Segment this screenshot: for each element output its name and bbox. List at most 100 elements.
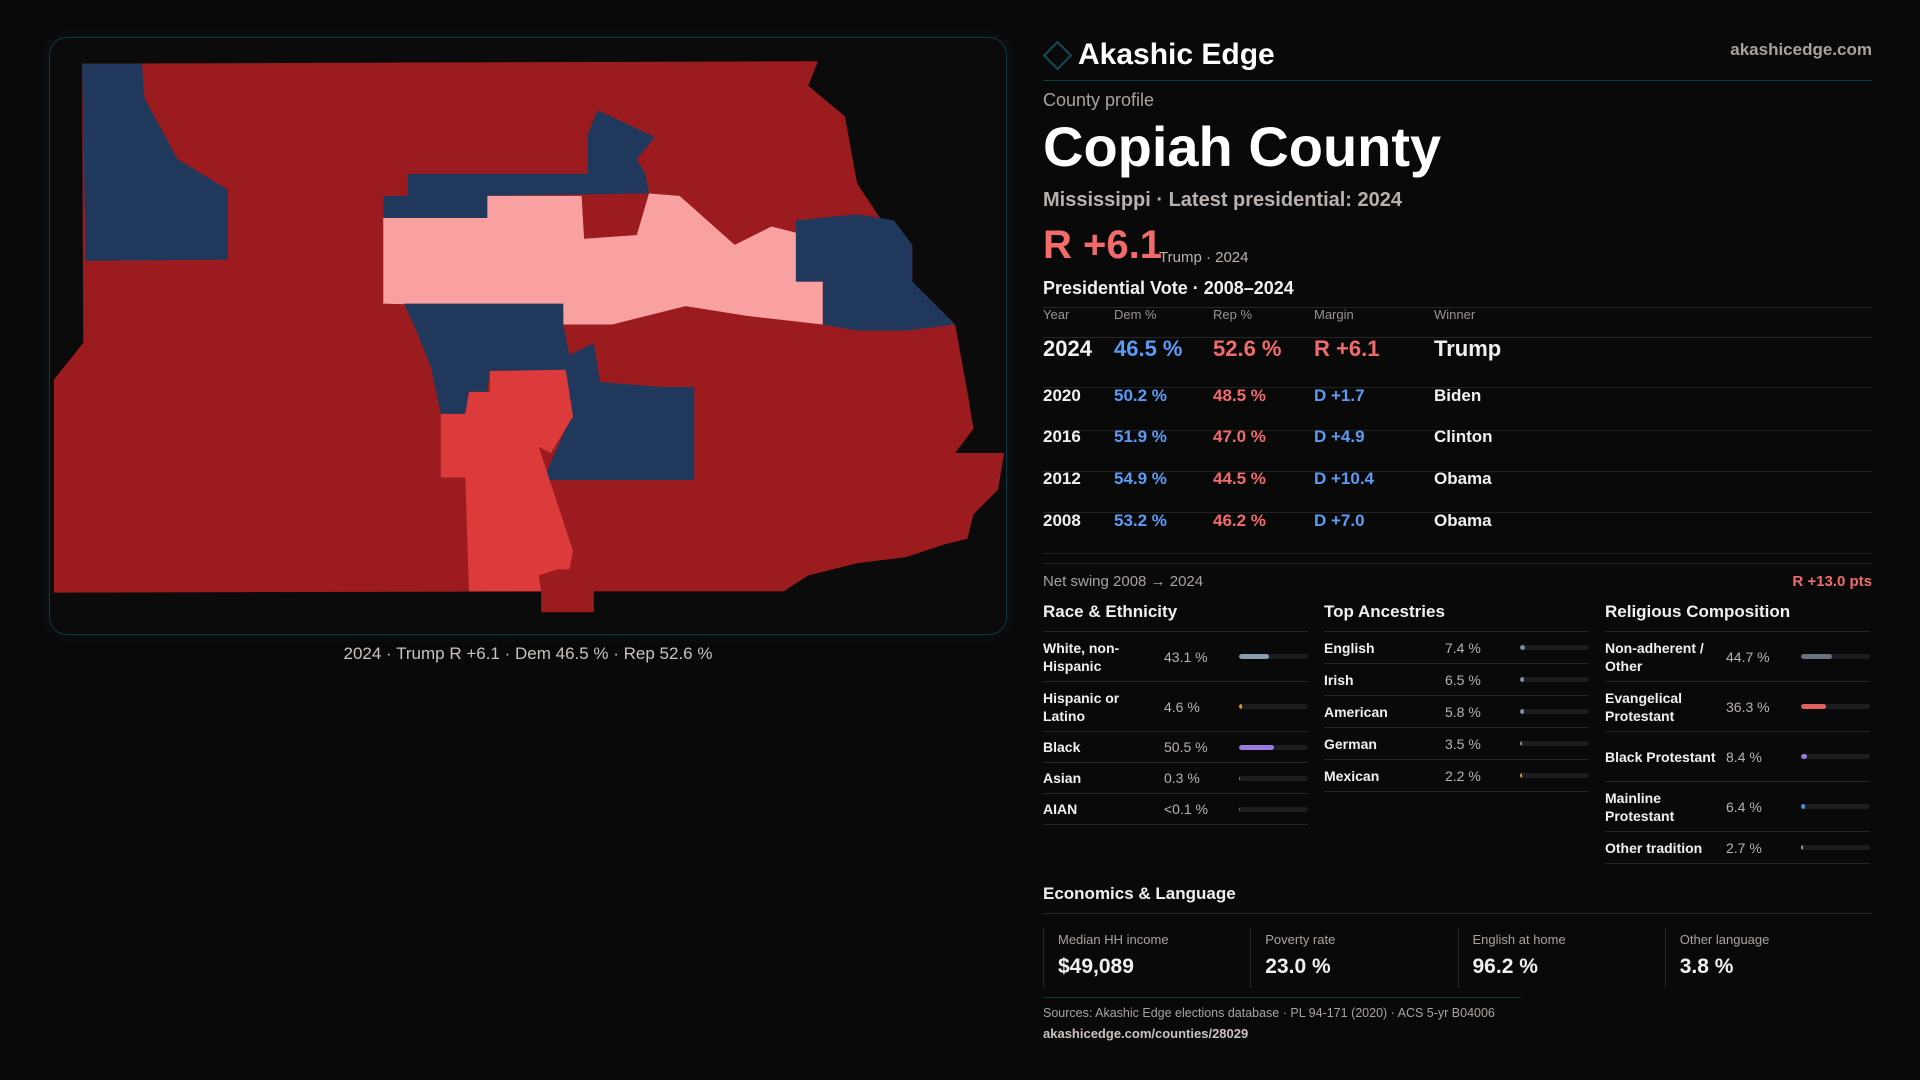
page-kicker: County profile	[1043, 90, 1155, 110]
stat-value: 2.2 %	[1445, 767, 1481, 784]
stat-bar	[1520, 677, 1589, 682]
stat-bar	[1520, 773, 1589, 778]
economics-stats: Median HH income $49,089 Poverty rate 23.0 …	[1043, 928, 1872, 988]
stat-row: American 5.8 %	[1324, 696, 1589, 728]
stat-value: 6.5 %	[1445, 671, 1481, 688]
stat-row: Hispanic or Latino 4.6 %	[1043, 682, 1308, 732]
precinct-dem-north[interactable]	[383, 110, 656, 218]
stat-row: Irish 6.5 %	[1324, 664, 1589, 696]
brand-logo[interactable]: Akashic Edge	[1042, 38, 1275, 72]
stat-bar	[1239, 806, 1308, 812]
section-race: Race & Ethnicity White, non-Hispanic 43.1 …	[1043, 600, 1308, 825]
stat-card: Poverty rate 23.0 %	[1250, 928, 1457, 988]
vote-year: 2012	[1043, 469, 1081, 488]
stat-value: 50.5 %	[1164, 739, 1208, 755]
col-margin: Margin	[1314, 306, 1354, 322]
stat-bar-fill	[1801, 845, 1803, 850]
stat-figure: $49,089	[1058, 955, 1134, 978]
stat-name: AIAN	[1043, 801, 1078, 817]
stat-card: Median HH income $49,089	[1043, 928, 1250, 988]
stat-bar-fill	[1239, 806, 1241, 812]
vote-margin: D +1.7	[1314, 386, 1365, 405]
precinct-dem-east[interactable]	[795, 214, 956, 331]
vote-margin: D +10.4	[1314, 469, 1375, 488]
col-dem: Dem %	[1114, 306, 1157, 322]
vote-rep-pct: 46.2 %	[1213, 511, 1266, 530]
stat-bar	[1239, 654, 1308, 659]
brand-name: Akashic Edge	[1078, 38, 1275, 71]
section-religion: Religious Composition Non-adherent / Othe…	[1605, 600, 1870, 864]
sources-note: Sources: Akashic Edge elections database…	[1043, 1006, 1495, 1020]
stat-label: Median HH income	[1058, 932, 1169, 947]
stat-bar	[1239, 704, 1308, 709]
precinct-lean-r[interactable]	[440, 369, 574, 592]
site-link[interactable]: akashicedge.com	[1730, 40, 1872, 59]
stat-bar-fill	[1520, 677, 1525, 682]
stat-card: English at home 96.2 %	[1457, 928, 1665, 988]
page-title: Copiah County	[1043, 115, 1442, 178]
headline-margin: R +6.1	[1043, 223, 1162, 267]
stat-bar-fill	[1801, 754, 1807, 759]
row-divider	[1043, 512, 1872, 513]
stat-value: 0.3 %	[1164, 770, 1200, 786]
stat-name: German	[1324, 735, 1377, 752]
stat-name: Hispanic or Latino	[1043, 689, 1120, 724]
vote-margin: D +4.9	[1314, 427, 1365, 446]
divider	[1043, 307, 1872, 308]
precinct-dem-west[interactable]	[82, 63, 228, 261]
vote-heading: Presidential Vote · 2008–2024	[1043, 278, 1294, 298]
col-rep: Rep %	[1213, 306, 1253, 322]
stat-value: <0.1 %	[1164, 801, 1208, 817]
stat-bar	[1239, 744, 1308, 750]
swing-label: Net swing 2008 → 2024	[1043, 573, 1204, 590]
divider	[1043, 337, 1872, 338]
stat-label: English at home	[1472, 932, 1566, 947]
page-subtitle: Mississippi · Latest presidential: 2024	[1043, 189, 1403, 211]
precinct-tilt-r[interactable]	[383, 193, 823, 325]
stat-figure: 23.0 %	[1265, 955, 1331, 978]
stat-value: 4.6 %	[1164, 698, 1200, 715]
stat-value: 7.4 %	[1445, 639, 1481, 656]
stat-label: Other language	[1679, 932, 1770, 947]
stat-bar-fill	[1520, 773, 1522, 778]
vote-winner: Clinton	[1434, 427, 1493, 446]
stat-name: American	[1324, 703, 1388, 720]
row-divider	[1043, 553, 1872, 554]
stat-value: 6.4 %	[1726, 798, 1762, 815]
map-caption: 2024 · Trump R +6.1 · Dem 46.5 % · Rep 5…	[343, 644, 713, 663]
col-year: Year	[1043, 306, 1070, 322]
stat-card: Other language 3.8 %	[1664, 928, 1872, 988]
stat-bar-fill	[1239, 704, 1243, 709]
stat-bar-fill	[1520, 645, 1526, 650]
headline-margin-note: Trump · 2024	[1159, 249, 1249, 266]
stat-bar	[1801, 654, 1870, 659]
stat-bar-fill	[1520, 741, 1523, 746]
county-profile-panel: Akashic Edge akashicedge.com County prof…	[1042, 0, 1872, 1080]
section-ancestry: Top Ancestries English 7.4 % Irish 6.5 % Amer…	[1324, 600, 1589, 792]
county-url[interactable]: akashicedge.com/counties/28029	[1043, 1026, 1249, 1041]
stat-bar	[1520, 741, 1589, 746]
stat-row: AIAN <0.1 %	[1043, 794, 1308, 825]
vote-rep-pct: 44.5 %	[1213, 469, 1266, 488]
stat-value: 5.8 %	[1445, 703, 1481, 720]
stat-name: English	[1324, 639, 1375, 656]
stat-name: Non-adherent / Other	[1605, 639, 1704, 674]
stat-bar	[1801, 704, 1870, 709]
stat-bar-fill	[1801, 704, 1827, 709]
stat-row: Black 50.5 %	[1043, 732, 1308, 763]
header-divider	[1043, 80, 1872, 81]
precinct-dem-central[interactable]	[404, 303, 695, 490]
vote-year: 2016	[1043, 427, 1081, 446]
vote-year: 2024	[1043, 336, 1092, 361]
row-divider	[1043, 430, 1872, 431]
section-heading: Religious Composition	[1605, 600, 1870, 632]
vote-margin: D +7.0	[1314, 511, 1365, 530]
stat-row: Other tradition 2.7 %	[1605, 832, 1870, 864]
vote-year: 2008	[1043, 511, 1081, 530]
vote-year: 2020	[1043, 386, 1081, 405]
stat-row: Mexican 2.2 %	[1324, 760, 1589, 792]
vote-margin: R +6.1	[1314, 336, 1380, 361]
vote-rep-pct: 52.6 %	[1213, 336, 1282, 361]
stat-row: White, non-Hispanic 43.1 %	[1043, 632, 1308, 682]
stat-name: Asian	[1043, 770, 1082, 786]
